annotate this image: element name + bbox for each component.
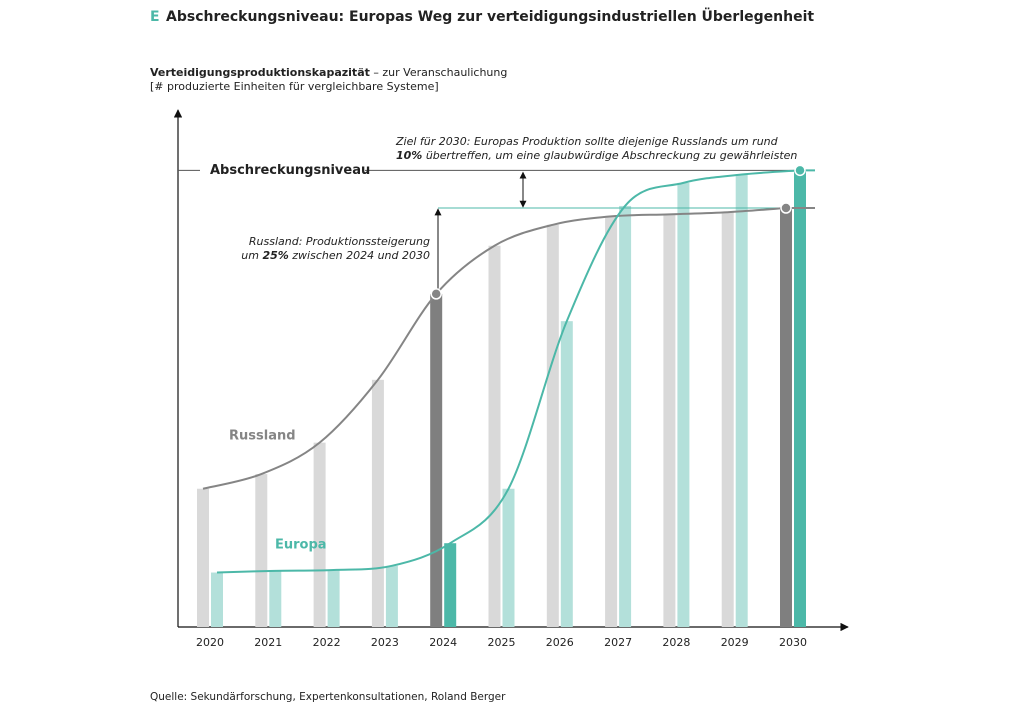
bar	[269, 570, 282, 627]
russia-annotation-rest: zwischen 2024 und 2030	[289, 249, 430, 262]
x-tick-label: 2029	[721, 636, 749, 649]
x-tick-label: 2021	[254, 636, 282, 649]
bar	[663, 214, 676, 627]
subtitle-bold: Verteidigungsproduktionskapazität	[150, 66, 370, 79]
point	[794, 164, 806, 177]
reference-label-bg	[200, 161, 365, 180]
subtitle-rest: – zur Veranschaulichung	[370, 66, 507, 79]
bar	[313, 442, 326, 627]
x-tick-label: 2030	[779, 636, 807, 649]
bar	[780, 208, 792, 627]
goal-annotation-bold: 10%	[396, 149, 422, 162]
goal-annotation-rest: übertreffen, um eine glaubwürdige Abschr…	[422, 149, 797, 162]
bar	[735, 174, 748, 627]
bar	[211, 572, 223, 627]
x-tick-label: 2024	[429, 636, 457, 649]
subtitle: Verteidigungsproduktionskapazität – zur …	[150, 66, 507, 79]
bar	[444, 543, 457, 627]
russia-annotation-bold: 25%	[262, 249, 288, 262]
bar	[677, 182, 690, 627]
x-tick-label: 2027	[604, 636, 632, 649]
subtitle-line2: [# produzierte Einheiten für vergleichba…	[150, 80, 439, 93]
bar	[605, 216, 618, 627]
legend-label: Europa	[275, 538, 327, 553]
legend-label: Russland	[229, 429, 296, 444]
bar	[488, 245, 501, 627]
point	[780, 202, 792, 214]
series-line	[202, 207, 815, 490]
series-line	[216, 169, 815, 574]
x-tick-label: 2020	[196, 636, 224, 649]
bar	[385, 565, 398, 627]
bar	[502, 488, 515, 627]
x-tick-label: 2023	[371, 636, 399, 649]
point	[430, 288, 442, 300]
x-tick-label: 2022	[313, 636, 341, 649]
russia-annotation-part: um	[241, 249, 262, 262]
chart-title: Abschreckungsniveau: Europas Weg zur ver…	[166, 7, 814, 25]
bar	[255, 474, 268, 627]
bar	[721, 212, 734, 627]
bar	[327, 570, 340, 627]
russia-annotation: um 25% zwischen 2024 und 2030	[241, 249, 430, 262]
x-tick-label: 2026	[546, 636, 574, 649]
bar	[560, 321, 573, 627]
reference-label: Abschreckungsniveau	[210, 163, 370, 178]
goal-annotation: Ziel für 2030: Europas Produktion sollte…	[395, 135, 779, 148]
bar	[794, 170, 806, 627]
bar	[430, 293, 443, 627]
x-tick-label: 2025	[488, 636, 516, 649]
russia-annotation: Russland: Produktionssteigerung	[249, 235, 430, 248]
bar	[546, 224, 559, 628]
bar	[371, 379, 384, 627]
bar	[197, 488, 209, 627]
source: Quelle: Sekundärforschung, Expertenkonsu…	[150, 691, 506, 703]
bar	[619, 205, 632, 628]
goal-annotation: 10% übertreffen, um eine glaubwürdige Ab…	[396, 149, 797, 162]
x-tick-label: 2028	[662, 636, 690, 649]
title-marker: E	[150, 9, 160, 25]
